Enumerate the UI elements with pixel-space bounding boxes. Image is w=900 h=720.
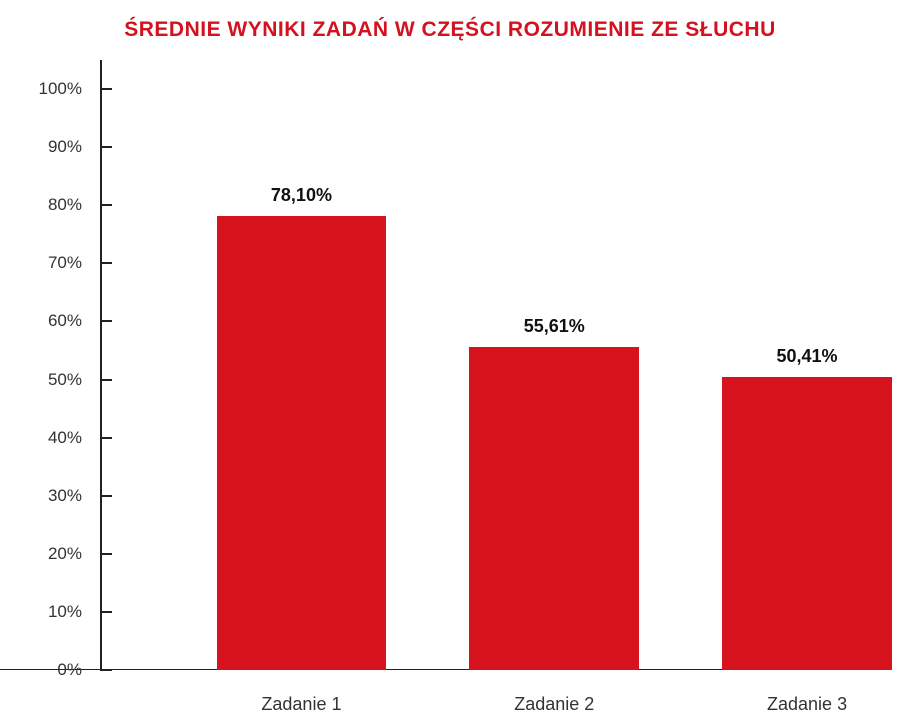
bar-value-label: 78,10% — [201, 185, 401, 206]
y-tick-mark — [100, 320, 112, 322]
y-tick-label: 60% — [48, 311, 82, 331]
x-category-label: Zadanie 1 — [261, 694, 341, 715]
y-tick-label: 20% — [48, 544, 82, 564]
y-tick-mark — [100, 495, 112, 497]
y-tick-mark — [100, 437, 112, 439]
bar — [469, 347, 639, 670]
y-tick-label: 90% — [48, 137, 82, 157]
bar-value-label: 50,41% — [707, 346, 900, 367]
y-tick-mark — [100, 262, 112, 264]
y-tick-label: 0% — [57, 660, 82, 680]
y-tick-mark — [100, 146, 112, 148]
y-tick-label: 40% — [48, 428, 82, 448]
y-tick-mark — [100, 379, 112, 381]
x-category-label: Zadanie 2 — [514, 694, 594, 715]
bar — [722, 377, 892, 670]
plot-area: 0%10%20%30%40%50%60%70%80%90%100%78,10%Z… — [100, 60, 890, 670]
bar — [217, 216, 387, 670]
x-category-label: Zadanie 3 — [767, 694, 847, 715]
y-tick-mark — [100, 611, 112, 613]
bar-chart: ŚREDNIE WYNIKI ZADAŃ W CZĘŚCI ROZUMIENIE… — [0, 0, 900, 720]
y-tick-label: 30% — [48, 486, 82, 506]
y-tick-mark — [100, 88, 112, 90]
y-tick-mark — [100, 553, 112, 555]
y-tick-label: 10% — [48, 602, 82, 622]
y-tick-label: 70% — [48, 253, 82, 273]
bar-value-label: 55,61% — [454, 316, 654, 337]
y-tick-mark — [100, 204, 112, 206]
chart-title: ŚREDNIE WYNIKI ZADAŃ W CZĘŚCI ROZUMIENIE… — [0, 18, 900, 42]
y-tick-label: 50% — [48, 370, 82, 390]
y-tick-mark — [100, 669, 112, 671]
y-axis-line — [100, 60, 102, 670]
y-tick-label: 100% — [39, 79, 82, 99]
y-tick-label: 80% — [48, 195, 82, 215]
